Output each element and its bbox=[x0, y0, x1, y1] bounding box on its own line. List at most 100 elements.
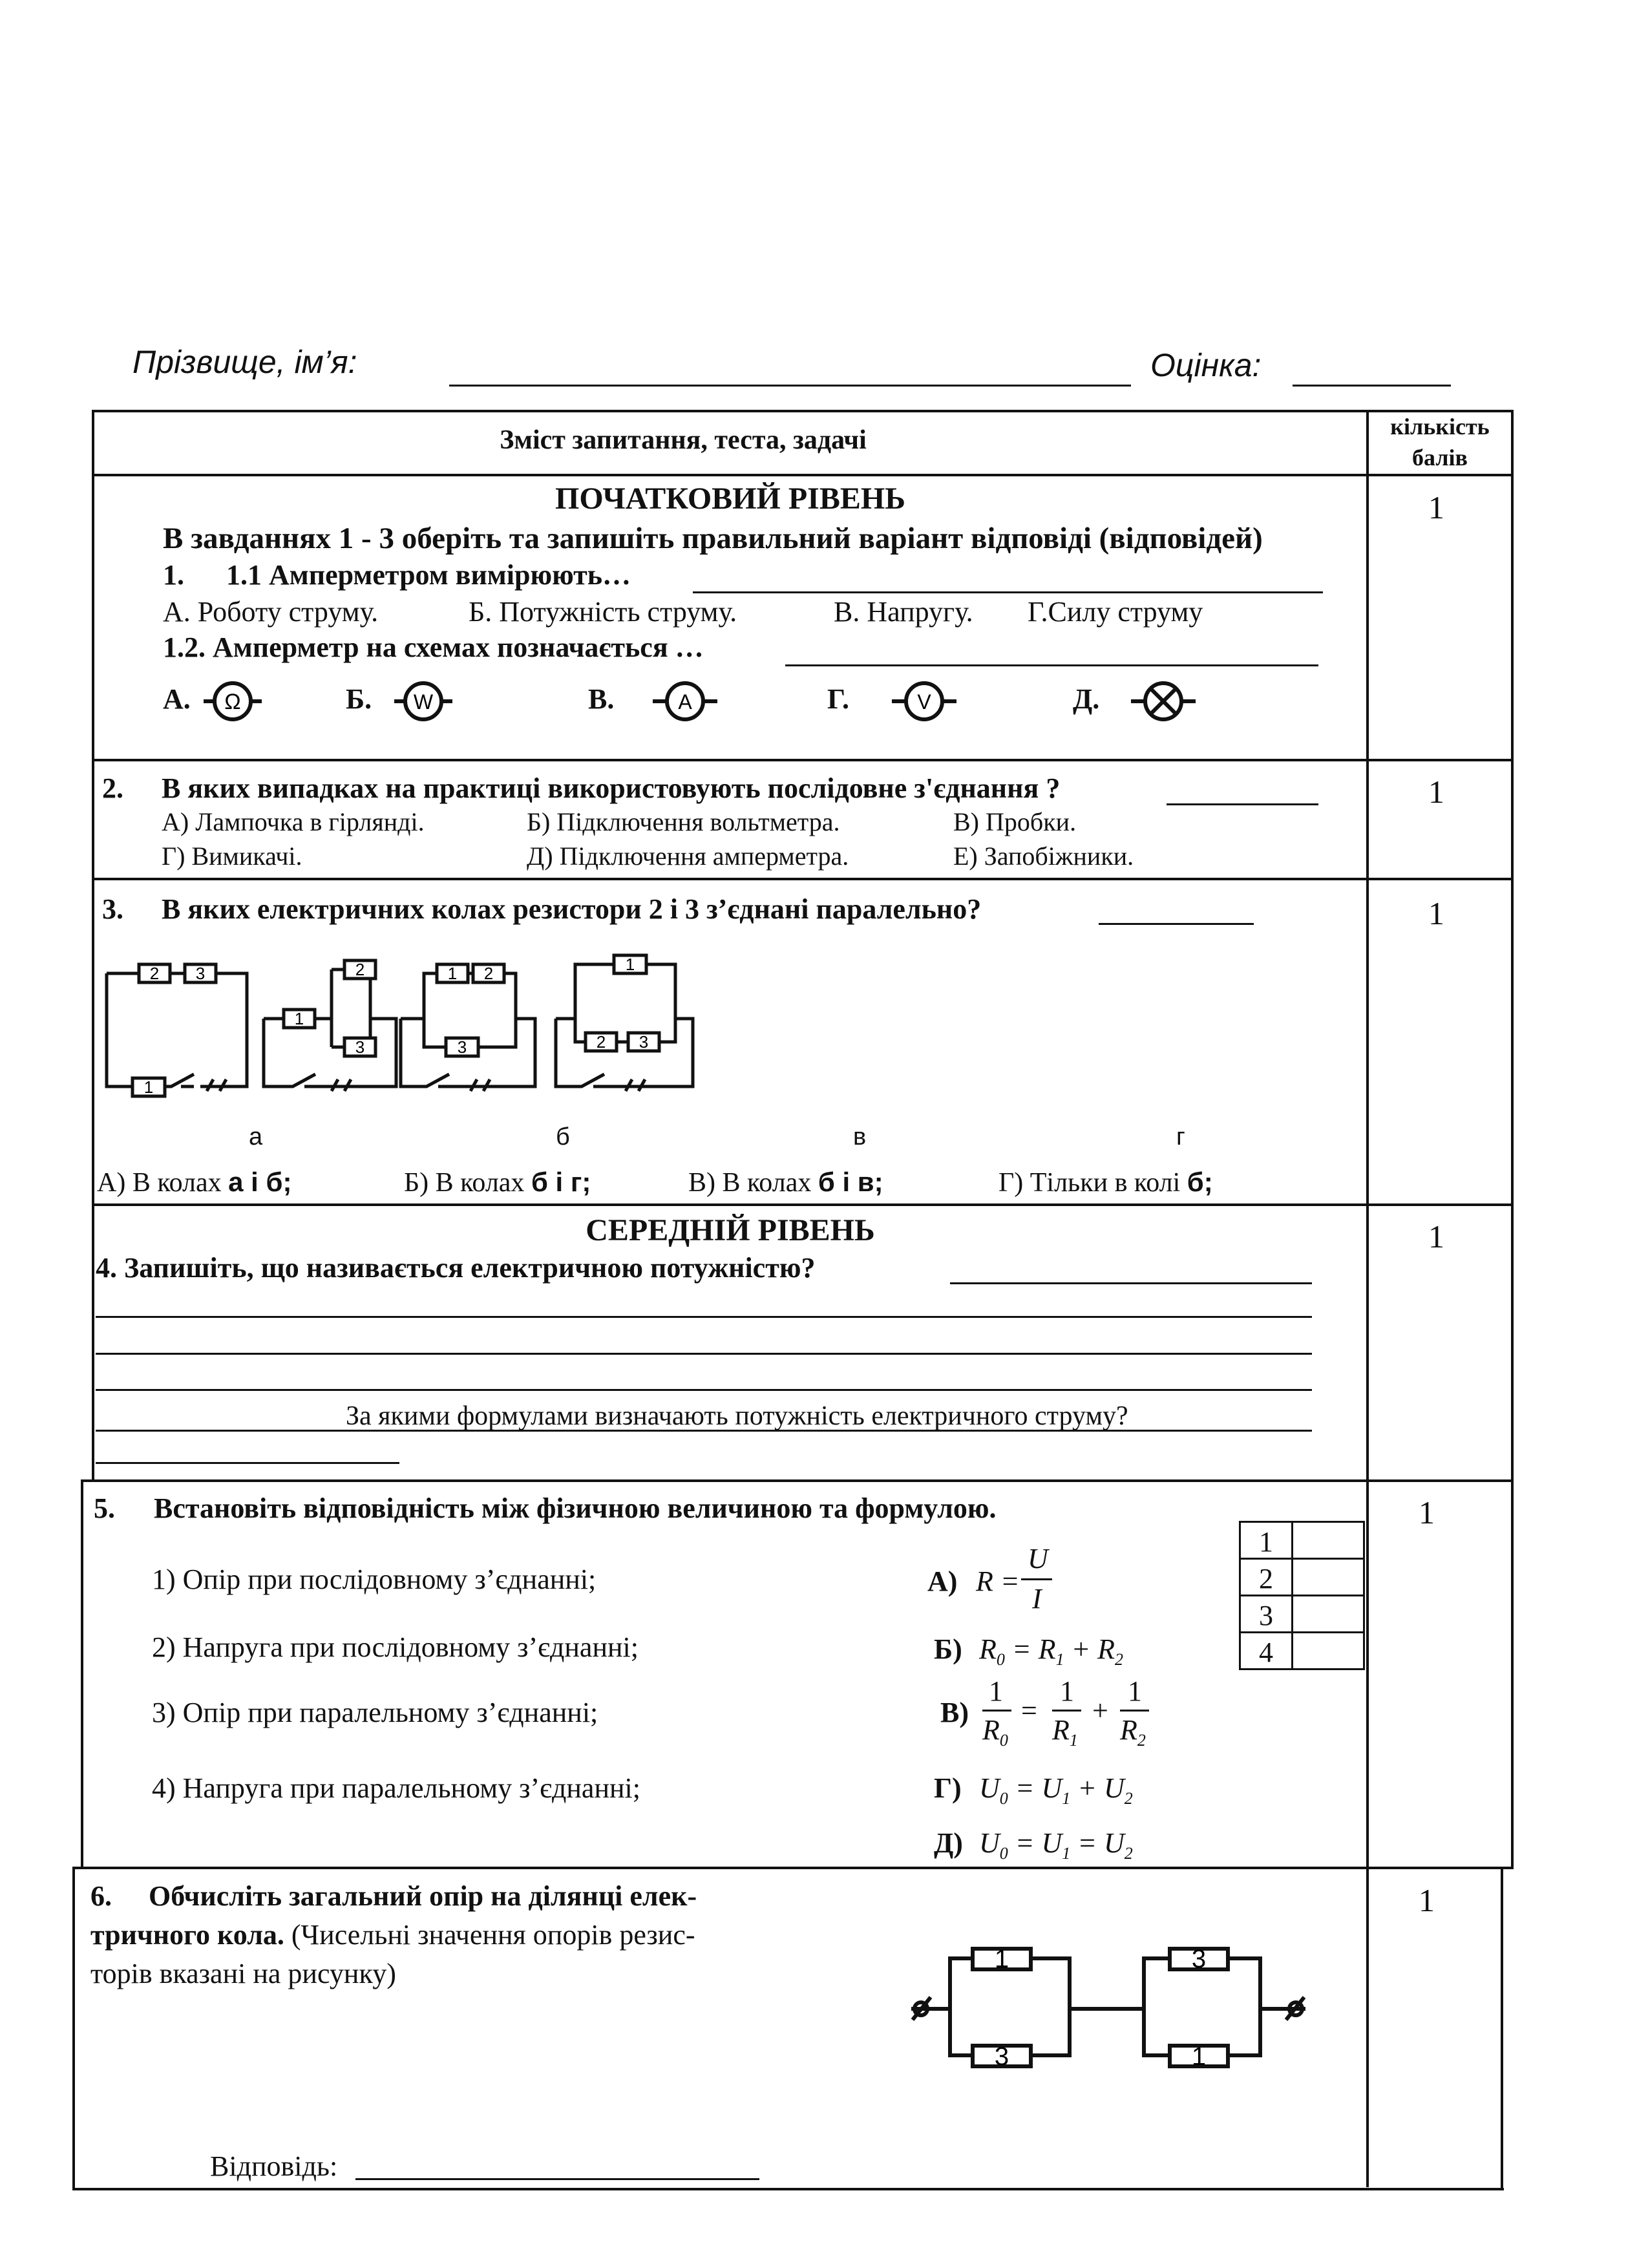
circuit-a bbox=[105, 962, 249, 1098]
table-border bbox=[72, 1867, 75, 2190]
resistor-label: 1 bbox=[448, 964, 457, 983]
points-value: 1 bbox=[1428, 895, 1444, 931]
divider bbox=[92, 759, 1514, 761]
voltmeter-icon: V bbox=[892, 681, 956, 721]
question-1-2: 1.2. Амперметр на схемах позначається … bbox=[163, 631, 704, 663]
answer-line[interactable] bbox=[96, 1462, 399, 1464]
item: 3) Опір при паралельному з’єднанні; bbox=[152, 1697, 598, 1728]
answer-label: Відповідь: bbox=[210, 2150, 338, 2182]
combined-circuit: 1 3 3 1 bbox=[911, 1945, 1306, 2071]
circuit-diagrams: 2 3 1 1 2 3 1 2 3 1 2 3 bbox=[105, 953, 695, 1098]
divider bbox=[81, 1479, 1514, 1482]
points-value: 1 bbox=[1428, 1218, 1444, 1255]
answer-line[interactable] bbox=[96, 1430, 1312, 1432]
table-border bbox=[81, 1479, 83, 1867]
answer-option: В) В колах б і в; bbox=[688, 1167, 883, 1198]
item: 1) Опір при послідовному з’єднанні; bbox=[152, 1563, 597, 1595]
w-glyph: W bbox=[414, 690, 434, 714]
answer-bold: б і в; bbox=[818, 1167, 883, 1197]
formula-label: А) bbox=[927, 1565, 958, 1597]
item: 4) Напруга при паралельному з’єднанні; bbox=[152, 1772, 640, 1804]
item: 2) Напруга при послідовному з’єднанні; bbox=[152, 1631, 639, 1663]
grid-number: 2 bbox=[1239, 1558, 1293, 1596]
answer-line[interactable] bbox=[355, 2178, 759, 2180]
grid-number: 3 bbox=[1239, 1595, 1293, 1633]
option: В) Пробки. bbox=[953, 807, 1077, 836]
symbol-label: А. bbox=[163, 683, 191, 715]
grid-answer-cell[interactable] bbox=[1291, 1521, 1365, 1560]
question-1-1: 1.1 Амперметром вимірюють… bbox=[226, 559, 631, 591]
answer-line[interactable] bbox=[1099, 923, 1254, 925]
symbol-label: В. bbox=[588, 683, 615, 715]
question-number: 5. bbox=[94, 1492, 115, 1524]
resistor-label: 3 bbox=[196, 964, 205, 983]
answer-bold: б і г; bbox=[531, 1167, 591, 1197]
circuit-label: а bbox=[249, 1123, 263, 1150]
wattmeter-icon: W bbox=[394, 681, 452, 721]
answer-line[interactable] bbox=[693, 591, 1323, 593]
answer-text: Б) В колах bbox=[404, 1168, 531, 1198]
grade-field[interactable] bbox=[1293, 385, 1451, 387]
table-border bbox=[92, 410, 1514, 412]
grid-number: 4 bbox=[1239, 1631, 1293, 1670]
grid-answer-cell[interactable] bbox=[1291, 1595, 1365, 1633]
symbol-label: Г. bbox=[827, 683, 850, 715]
question-text: 4. Запишіть, що називається електричною … bbox=[96, 1252, 816, 1284]
resistor-label: 3 bbox=[1192, 1945, 1206, 1973]
answer-line[interactable] bbox=[950, 1282, 1312, 1284]
name-field[interactable] bbox=[449, 385, 1131, 387]
answer-bold: б; bbox=[1187, 1167, 1213, 1197]
grid-answer-cell[interactable] bbox=[1291, 1631, 1365, 1670]
resistor-label: 1 bbox=[1192, 2042, 1206, 2071]
formula-label: В) bbox=[940, 1697, 969, 1728]
circuit-label: б bbox=[556, 1123, 570, 1150]
points-value: 1 bbox=[1428, 774, 1444, 810]
option: Г) Вимикачі. bbox=[162, 842, 302, 871]
answer-text: А) В колах bbox=[97, 1168, 229, 1198]
answer-line[interactable] bbox=[96, 1389, 1312, 1391]
option: А. Роботу струму. bbox=[163, 596, 379, 628]
circuit-label: в bbox=[853, 1123, 867, 1150]
resistor-label: 3 bbox=[639, 1032, 648, 1052]
question-number: 3. bbox=[102, 893, 123, 925]
ammeter-icon: A bbox=[653, 681, 717, 721]
resistor-label: 2 bbox=[355, 960, 364, 979]
grid-answer-cell[interactable] bbox=[1291, 1558, 1365, 1596]
resistor-label: 2 bbox=[150, 964, 159, 983]
column-divider bbox=[1366, 410, 1369, 2187]
option: Д) Підключення амперметра. bbox=[527, 842, 849, 871]
lamp-icon bbox=[1131, 681, 1196, 721]
ohmmeter-icon: Ω bbox=[204, 681, 262, 721]
v-glyph: V bbox=[917, 690, 931, 714]
points-column-header: кількість bbox=[1390, 414, 1490, 440]
question-text-normal: (Чисельні значення опорів резис- bbox=[284, 1919, 695, 1951]
answer-line[interactable] bbox=[96, 1316, 1312, 1318]
points-value: 1 bbox=[1428, 489, 1444, 525]
formula-label: Б) bbox=[934, 1633, 962, 1665]
circuit-label: г bbox=[1176, 1123, 1185, 1150]
answer-line[interactable] bbox=[96, 1353, 1312, 1355]
answer-line[interactable] bbox=[1167, 803, 1318, 805]
resistor-label: 2 bbox=[597, 1032, 606, 1052]
level-title: ПОЧАТКОВИЙ РІВЕНЬ bbox=[555, 482, 905, 516]
resistor-label: 1 bbox=[295, 1009, 304, 1028]
ohm-glyph: Ω bbox=[224, 690, 240, 714]
table-border bbox=[1501, 1867, 1503, 2190]
question-number: 6. bbox=[90, 1880, 112, 1912]
option: Б. Потужність струму. bbox=[469, 596, 737, 628]
answer-option: Б) В колах б і г; bbox=[404, 1167, 591, 1198]
answer-line[interactable] bbox=[785, 664, 1318, 666]
option: В. Напругу. bbox=[834, 596, 973, 628]
question-text: В яких випадках на практиці використовую… bbox=[162, 772, 1061, 804]
question-text: В яких електричних колах резистори 2 і 3… bbox=[162, 893, 982, 925]
formula-label: Г) bbox=[934, 1772, 962, 1804]
resistor-label: 3 bbox=[355, 1037, 364, 1057]
resistor-label: 1 bbox=[995, 1945, 1009, 1973]
question-number: 1. bbox=[163, 559, 184, 591]
question-text: Обчисліть загальний опір на ділянці елек… bbox=[149, 1880, 697, 1912]
question-text: торів вказані на рисунку) bbox=[90, 1958, 396, 1989]
answer-text: В) В колах bbox=[688, 1168, 818, 1198]
divider bbox=[92, 878, 1514, 880]
table-border bbox=[72, 2188, 1504, 2190]
